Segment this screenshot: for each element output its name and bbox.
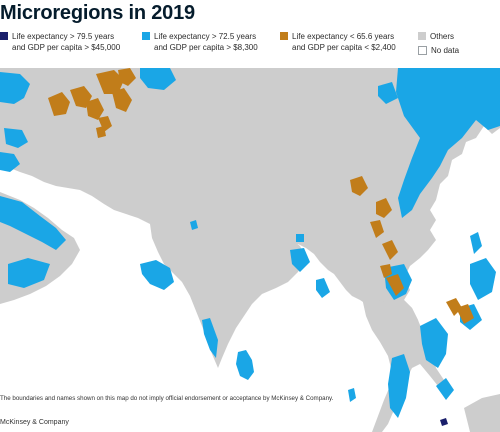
region-laos-2 xyxy=(456,304,474,324)
region-myanmar-3 xyxy=(370,220,384,238)
legend-item-no-data: No data xyxy=(418,45,459,56)
region-pakistan-3 xyxy=(118,68,136,86)
region-pakistan-4 xyxy=(98,116,112,132)
region-delhi xyxy=(190,220,198,230)
regions-mid-income xyxy=(0,68,500,418)
regions-low-income xyxy=(48,68,474,324)
legend-swatch-gray xyxy=(418,32,426,40)
region-singapore xyxy=(348,388,356,402)
legend-swatch-light-blue xyxy=(142,32,150,40)
legend-swatch-orange xyxy=(280,32,288,40)
region-kerala xyxy=(202,318,218,358)
region-oman xyxy=(8,258,50,288)
region-myanmar-5 xyxy=(380,264,392,278)
region-afghanistan-1 xyxy=(48,92,70,116)
legend-swatch-dark-blue xyxy=(0,32,8,40)
region-vietnam xyxy=(420,318,448,368)
region-taiwan xyxy=(470,232,482,254)
region-north-russia xyxy=(140,68,176,90)
legend-label: No data xyxy=(431,46,460,55)
source-label: McKinsey & Company xyxy=(0,419,69,426)
region-punjab xyxy=(296,234,304,242)
legend-swatch-white xyxy=(418,46,427,55)
region-high-income xyxy=(440,418,448,426)
region-pakistan-2 xyxy=(112,88,132,112)
map-canvas xyxy=(0,68,500,432)
legend-label-line2: and GDP per capita < $2,400 xyxy=(292,43,396,52)
region-bangladesh xyxy=(290,248,310,272)
region-gulf xyxy=(0,196,66,250)
legend-item-low-income: Life expectancy < 65.6 years and GDP per… xyxy=(280,31,396,53)
region-korea xyxy=(464,82,490,112)
region-west-asia xyxy=(0,72,30,104)
legend-item-mid-income: Life expectancy > 72.5 years and GDP per… xyxy=(142,31,258,53)
region-philippines xyxy=(470,258,496,300)
region-myanmar-4 xyxy=(382,240,398,260)
island-borneo xyxy=(464,394,500,432)
region-nepal xyxy=(96,126,106,138)
legend-label: Others xyxy=(430,32,455,41)
legend-label-line1: Life expectancy > 79.5 years xyxy=(12,32,115,41)
legend-label-line2: and GDP per capita > $45,000 xyxy=(12,43,121,52)
region-myanmar-coast xyxy=(316,278,330,298)
disclaimer: The boundaries and names shown on this m… xyxy=(0,395,334,402)
legend-label-line2: and GDP per capita > $8,300 xyxy=(154,43,258,52)
region-iran-coast xyxy=(0,152,20,172)
region-gujarat xyxy=(140,260,174,290)
legend-item-others: Others xyxy=(418,31,454,42)
legend: Life expectancy > 79.5 years and GDP per… xyxy=(0,31,500,61)
landmass-asia xyxy=(0,68,500,358)
region-thailand-south xyxy=(386,274,404,296)
map-title: Microregions in 2019 xyxy=(0,2,195,24)
region-malaysia xyxy=(388,354,410,418)
legend-label-line1: Life expectancy < 65.6 years xyxy=(292,32,395,41)
legend-label-line1: Life expectancy > 72.5 years xyxy=(154,32,257,41)
island-sri-lanka xyxy=(236,350,254,380)
region-myanmar-1 xyxy=(350,176,368,196)
region-pakistan-1 xyxy=(96,70,124,94)
region-myanmar-2 xyxy=(376,198,392,218)
legend-item-high-income: Life expectancy > 79.5 years and GDP per… xyxy=(0,31,120,53)
region-afghanistan-3 xyxy=(86,98,104,120)
landmass-india xyxy=(150,218,306,368)
region-cambodia xyxy=(436,378,454,400)
region-mongolia xyxy=(378,82,398,104)
region-caucasus xyxy=(4,128,28,148)
